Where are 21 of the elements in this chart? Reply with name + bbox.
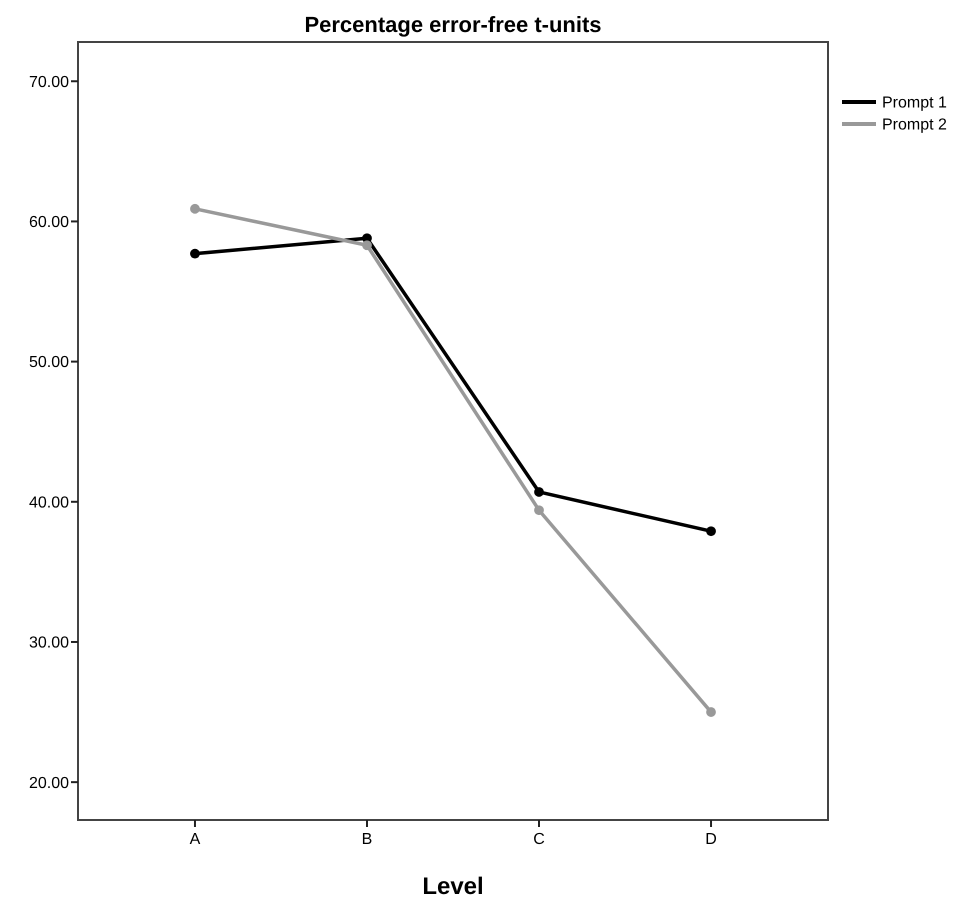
legend-label: Prompt 1 <box>882 94 948 112</box>
x-tick-label: D <box>705 831 717 848</box>
y-tick-label: 20.00 <box>28 774 70 792</box>
y-tick-label: 30.00 <box>28 634 70 652</box>
y-tick-label: 60.00 <box>28 214 70 232</box>
point <box>534 487 544 497</box>
legend-label: Prompt 2 <box>882 116 948 134</box>
point <box>190 204 200 214</box>
point <box>706 707 716 717</box>
chart-title: Percentage error-free t-units <box>304 12 602 37</box>
point <box>706 526 716 536</box>
point <box>534 505 544 516</box>
point <box>190 248 200 259</box>
x-axis-title: Level <box>422 873 484 900</box>
x-tick-label: B <box>362 831 372 848</box>
y-tick-label: 50.00 <box>28 354 70 372</box>
x-tick-label: C <box>533 831 545 848</box>
y-tick-label: 70.00 <box>28 74 70 91</box>
x-tick-label: A <box>190 831 201 848</box>
y-tick-label: 40.00 <box>28 494 70 512</box>
point <box>362 240 372 250</box>
